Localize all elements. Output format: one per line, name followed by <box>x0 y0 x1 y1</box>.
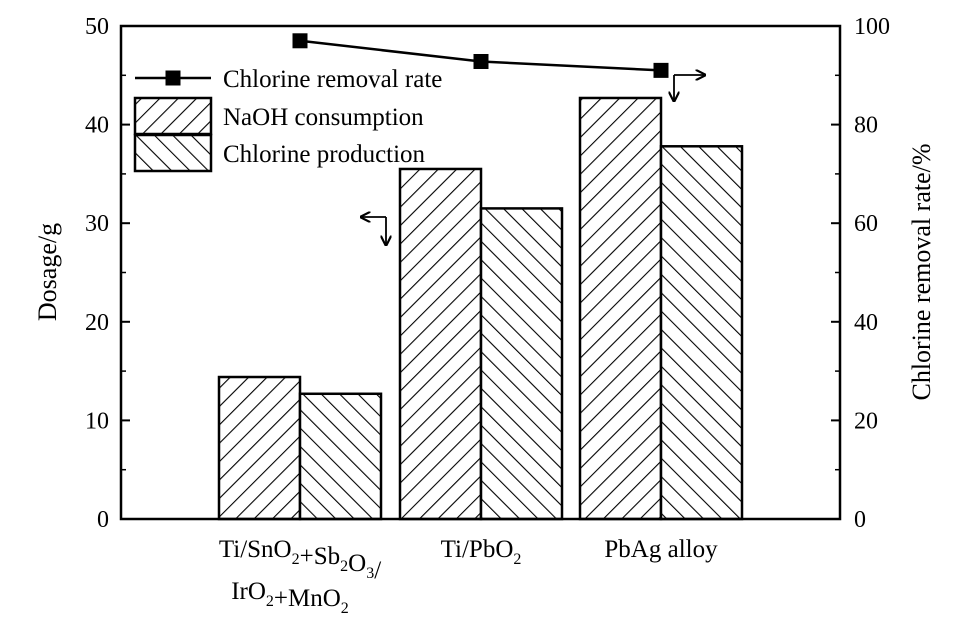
left-tick-label: 40 <box>85 113 109 139</box>
right-tick-label: 20 <box>854 408 878 434</box>
chlorine-removal-rate-point-2 <box>653 62 669 78</box>
legend-label: Chlorine removal rate <box>223 66 442 93</box>
right-tick-label: 40 <box>854 310 878 336</box>
bar-chlorine-production-1 <box>479 207 564 521</box>
left-tick-label: 20 <box>85 310 109 336</box>
left-tick-label: 50 <box>85 14 109 40</box>
bar-naoh-0 <box>217 375 302 521</box>
legend-bar-swatch <box>133 96 213 136</box>
chlorine-removal-rate-point-1 <box>473 53 489 69</box>
legend: Chlorine removal rate NaOH consumption Chl… <box>133 66 442 173</box>
category-label-2: PbAg alloy <box>604 536 718 563</box>
line-layer <box>292 33 669 78</box>
bar-naoh-1 <box>398 167 483 521</box>
legend-bar-swatch <box>133 133 213 173</box>
category-label-1: Ti/PbO2 <box>441 536 522 568</box>
category-label-0: Ti/SnO2+Sb2O3/ <box>219 536 381 584</box>
y-axis-title: Dosage/g <box>33 223 62 321</box>
left-tick-label: 30 <box>85 211 109 237</box>
category-label-0-line2: IrO2+MnO2 <box>231 578 349 617</box>
chlorine-removal-rate-point-0 <box>292 33 308 49</box>
category-labels: Ti/SnO2+Sb2O3/IrO2+MnO2 Ti/PbO2 PbAg alloy <box>219 536 718 617</box>
legend-label: Chlorine production <box>223 141 426 168</box>
right-axis-indicator-arrow <box>674 75 704 100</box>
axes-layer: 0 10 20 30 40 50 0 20 40 60 80 100 Dosage/g Chlorine … <box>33 14 936 533</box>
right-tick-label: 100 <box>854 14 890 40</box>
y2-axis-title: Chlorine removal rate/% <box>907 143 936 400</box>
left-tick-label: 10 <box>85 408 109 434</box>
legend-line-marker <box>165 70 181 86</box>
bar-chlorine-production-0 <box>298 392 383 521</box>
bar-chlorine-production-2 <box>659 145 744 521</box>
legend-label: NaOH consumption <box>223 104 424 131</box>
left-tick-label: 0 <box>97 507 109 533</box>
bar-naoh-2 <box>578 96 663 521</box>
right-tick-label: 0 <box>854 507 866 533</box>
bars-layer <box>217 96 744 521</box>
right-tick-label: 60 <box>854 211 878 237</box>
left-axis-indicator-arrow <box>362 217 386 244</box>
right-tick-label: 80 <box>854 113 878 139</box>
